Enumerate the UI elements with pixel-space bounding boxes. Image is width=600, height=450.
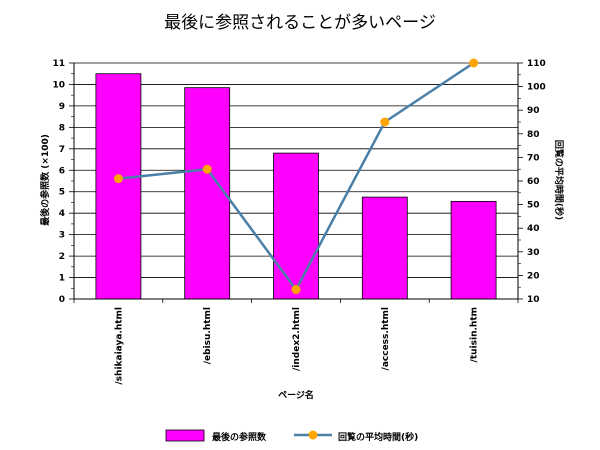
right-tick-label: 80 xyxy=(527,130,540,140)
category-label: /access.html xyxy=(381,307,391,370)
right-tick-label: 20 xyxy=(527,271,540,281)
left-tick-labels: 0 1 2 3 4 5 6 7 8 9 10 11 xyxy=(52,59,65,305)
left-axis-label: 最後の参照数 (×100) xyxy=(39,134,51,226)
right-tick-label: 60 xyxy=(527,177,540,187)
right-tick-label: 90 xyxy=(527,106,540,116)
left-tick-label: 2 xyxy=(59,252,65,262)
right-tick-label: 100 xyxy=(527,83,546,93)
right-tick-label: 40 xyxy=(527,224,540,234)
left-tick-label: 4 xyxy=(59,209,65,219)
legend-line-marker xyxy=(308,430,318,440)
line-series xyxy=(113,58,479,295)
left-tick-label: 1 xyxy=(59,274,65,284)
legend-line-label: 回覧の平均時間(秒) xyxy=(338,431,418,443)
right-tick-label: 70 xyxy=(527,153,540,163)
x-axis-label: ページ名 xyxy=(278,389,314,401)
legend-bar-swatch xyxy=(165,429,205,442)
category-label: /tuisin.htm xyxy=(470,307,480,362)
category-label: /index2.html xyxy=(292,307,302,371)
category-label: /ebisu.html xyxy=(203,307,213,364)
left-tick-label: 7 xyxy=(59,145,65,155)
bar xyxy=(184,87,231,300)
line-point xyxy=(113,174,123,184)
category-label: /shikaiaya.html xyxy=(114,307,124,385)
left-tick-label: 9 xyxy=(59,102,65,112)
left-tick-label: 0 xyxy=(59,295,65,305)
right-tick-labels: 10 20 30 40 50 60 70 80 90 100 110 xyxy=(527,59,546,305)
line-point xyxy=(380,117,390,127)
left-tick-label: 10 xyxy=(52,80,65,90)
bar-series xyxy=(95,73,497,300)
bar xyxy=(273,152,319,300)
left-tick-label: 8 xyxy=(59,123,65,133)
line-point xyxy=(291,285,301,295)
right-axis-label: 回覧の平均時間(秒) xyxy=(553,140,565,220)
left-tick-label: 6 xyxy=(59,166,65,176)
category-labels: /shikaiaya.html/ebisu.html/index2.html/a… xyxy=(114,307,479,385)
bar xyxy=(450,200,497,300)
left-tick-label: 3 xyxy=(59,231,65,241)
right-tick-label: 110 xyxy=(527,59,546,69)
right-tick-label: 10 xyxy=(527,295,540,305)
chart-title: 最後に参照されることが多いページ xyxy=(164,13,436,33)
right-tick-label: 50 xyxy=(527,201,540,211)
bar xyxy=(361,196,408,300)
right-tick-label: 30 xyxy=(527,248,540,258)
axes xyxy=(69,62,523,303)
left-tick-label: 11 xyxy=(52,59,65,69)
line-point xyxy=(469,58,479,68)
line-point xyxy=(202,164,212,174)
bar xyxy=(95,73,142,300)
left-tick-label: 5 xyxy=(59,188,65,198)
legend: 最後の参照数 回覧の平均時間(秒) xyxy=(165,429,418,443)
legend-bar-label: 最後の参照数 xyxy=(212,431,267,443)
